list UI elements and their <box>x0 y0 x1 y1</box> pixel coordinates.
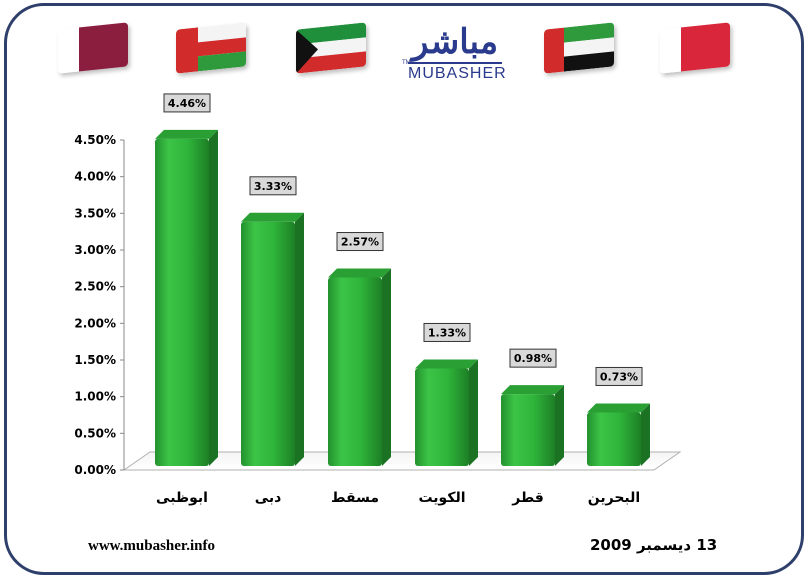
bar-top <box>241 212 304 222</box>
bar-4 <box>415 359 478 466</box>
y-tick-label: 4.50% <box>74 133 116 147</box>
category-label: دبى <box>255 490 282 506</box>
y-tick-label: 1.00% <box>74 390 116 404</box>
mubasher-logo: مباشر MUBASHER TM <box>400 22 510 88</box>
data-label: 2.57% <box>341 236 379 249</box>
y-tick-label: 0.50% <box>74 426 116 440</box>
y-tick-label: 2.00% <box>74 316 116 330</box>
data-label-box <box>509 348 557 368</box>
bar-side <box>382 268 391 466</box>
bar-top <box>155 129 218 139</box>
category-label: قطر <box>511 490 544 506</box>
y-tick-label: 4.00% <box>74 170 116 184</box>
bar-6 <box>587 403 650 466</box>
data-label-box <box>595 366 643 386</box>
chart-labels: 4.46% ابوظبى 3.33% دبى 2.57% مسقط 1.33% الكويت 0… <box>156 93 643 506</box>
category-label: مسقط <box>331 490 379 506</box>
bar-front <box>587 412 641 466</box>
bar-2 <box>241 212 304 466</box>
category-label: البحرين <box>588 490 640 506</box>
bar-top <box>328 268 391 278</box>
data-label: 0.73% <box>600 370 638 383</box>
y-tick-label: 3.50% <box>74 206 116 220</box>
bar-front <box>415 368 469 466</box>
y-tick-label: 3.00% <box>74 243 116 257</box>
data-label-box <box>163 93 211 113</box>
bar-side <box>555 385 564 466</box>
bar-top <box>587 403 650 413</box>
bar-top <box>501 385 564 395</box>
chart-frame <box>4 3 804 575</box>
data-label: 0.98% <box>514 352 552 365</box>
logo-arabic: مباشر <box>411 22 499 62</box>
logo-trademark: TM <box>402 60 411 66</box>
bar-1 <box>155 129 218 466</box>
bar-side <box>469 359 478 466</box>
y-tick-label: 0.00% <box>74 463 116 477</box>
data-label-box <box>423 322 471 342</box>
data-label: 1.33% <box>428 326 466 339</box>
bar-front <box>241 221 295 466</box>
logo-english: MUBASHER <box>408 62 506 84</box>
bar-side <box>209 129 218 466</box>
report-date: 13 ديسمبر 2009 <box>590 536 718 554</box>
data-label-box <box>249 176 297 196</box>
bar-3 <box>328 268 391 466</box>
bar-top <box>415 359 478 369</box>
data-label-box <box>336 232 384 252</box>
category-label: ابوظبى <box>156 490 208 506</box>
y-tick-label: 2.50% <box>74 280 116 294</box>
website-url: www.mubasher.info <box>88 538 215 554</box>
data-label: 4.46% <box>168 97 206 110</box>
chart-bars <box>155 129 650 466</box>
bar-side <box>641 403 650 466</box>
bar-side <box>295 212 304 466</box>
bar-front <box>501 394 555 466</box>
category-label: الكويت <box>418 490 465 506</box>
data-label: 3.33% <box>254 180 292 193</box>
bar-5 <box>501 385 564 466</box>
y-tick-label: 1.50% <box>74 353 116 367</box>
bar-front <box>328 277 382 466</box>
bar-front <box>155 138 209 466</box>
